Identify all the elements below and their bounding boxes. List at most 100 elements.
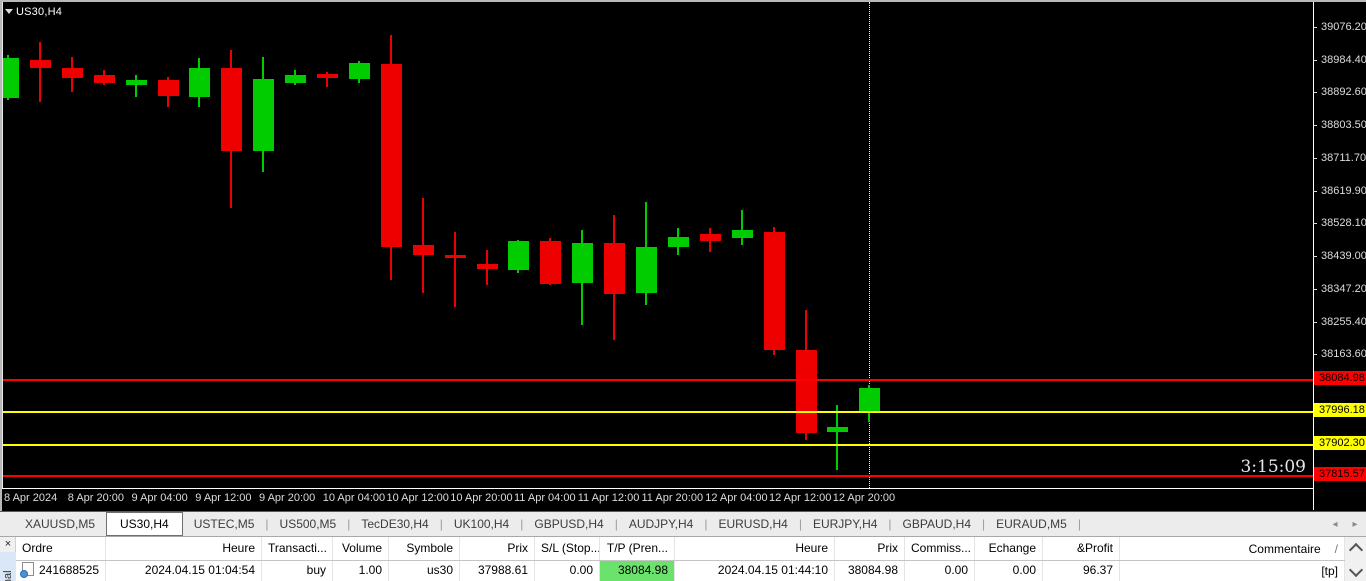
column-header-ordre[interactable]: Ordre <box>16 537 106 560</box>
column-header-commentaire-label: Commentaire <box>1248 541 1321 556</box>
terminal-side-strip: × Terminal <box>0 537 16 581</box>
time-tick-label: 10 Apr 12:00 <box>386 492 449 504</box>
order-cell-ordre: 241688525 <box>16 561 106 581</box>
time-tick-label: 12 Apr 04:00 <box>705 492 768 504</box>
tab-separator: | <box>520 517 524 531</box>
candle <box>859 388 881 413</box>
candle-wick <box>453 231 456 307</box>
tab-tecde30-h4[interactable]: TecDE30,H4 <box>361 517 429 531</box>
tab-us30-h4[interactable]: US30,H4 <box>106 512 183 536</box>
terminal-side-tab[interactable]: Terminal <box>0 552 16 581</box>
scroll-down-icon[interactable] <box>1348 562 1364 578</box>
order-row[interactable]: 241688525 2024.04.15 01:04:54 buy 1.00 u… <box>16 561 1345 581</box>
candle <box>667 236 689 247</box>
chart-plot-area[interactable] <box>2 2 1314 488</box>
candle <box>444 255 466 259</box>
tab-gbpusd-h4[interactable]: GBPUSD,H4 <box>534 517 604 531</box>
scroll-up-icon[interactable] <box>1348 542 1364 558</box>
price-tick-label: 39076.20 <box>1321 21 1366 33</box>
tab-uk100-h4[interactable]: UK100,H4 <box>453 517 510 531</box>
column-header-prix-close[interactable]: Prix <box>835 537 905 560</box>
price-tick-label: 38439.00 <box>1321 250 1366 263</box>
price-tick-label: 38347.20 <box>1321 282 1366 295</box>
price-tick-mark <box>1313 288 1317 290</box>
tab-euraud-m5[interactable]: EURAUD,M5 <box>996 517 1067 531</box>
candle <box>348 63 370 80</box>
chart-tab-bar: XAUUSD,M5 US30,H4 USTEC,M5 | US500,M5 | … <box>0 511 1366 537</box>
price-tick-mark <box>1313 92 1317 94</box>
column-header-volume[interactable]: Volume <box>333 537 389 560</box>
column-resize-icon[interactable]: / <box>1334 541 1338 556</box>
price-tick-mark <box>1313 190 1317 192</box>
tab-separator: | <box>265 517 269 531</box>
tab-separator: | <box>888 517 892 531</box>
tab-gbpaud-h4[interactable]: GBPAUD,H4 <box>902 517 972 531</box>
terminal-scrollbar[interactable] <box>1345 537 1366 581</box>
tab-ustec-m5[interactable]: USTEC,M5 <box>193 517 255 531</box>
chevron-down-icon[interactable] <box>5 9 13 14</box>
column-header-profit[interactable]: &Profit <box>1043 537 1120 560</box>
column-header-commission[interactable]: Commiss... <box>905 537 975 560</box>
tab-us500-m5[interactable]: US500,M5 <box>279 517 337 531</box>
time-tick-label: 12 Apr 12:00 <box>769 492 832 504</box>
terminal-panel: × Terminal Ordre Heure Transacti... Volu… <box>0 537 1366 581</box>
order-cell-commentaire: [tp] <box>1120 561 1345 581</box>
order-cell-volume: 1.00 <box>333 561 389 581</box>
price-tick-label: 38163.60 <box>1321 348 1366 361</box>
order-document-icon <box>20 562 34 578</box>
candle <box>763 232 785 350</box>
tab-xauusd-m5[interactable]: XAUUSD,M5 <box>25 517 96 531</box>
price-tick-mark <box>1313 354 1317 356</box>
column-header-transaction[interactable]: Transacti... <box>262 537 333 560</box>
candle <box>508 240 530 270</box>
column-header-heure-open[interactable]: Heure <box>106 537 262 560</box>
column-header-stop-loss[interactable]: S/L (Stop... <box>535 537 600 560</box>
price-level-label: 37902.30 <box>1314 436 1366 451</box>
order-cell-transaction: buy <box>262 561 333 581</box>
candle <box>636 246 657 294</box>
tab-eurusd-h4[interactable]: EURUSD,H4 <box>718 517 788 531</box>
price-axis[interactable]: 38084.98 37996.18 37902.30 37815.57 39076.20… <box>1313 0 1366 511</box>
candle <box>93 75 115 84</box>
column-header-symbole[interactable]: Symbole <box>389 537 460 560</box>
candle-wick <box>326 71 328 87</box>
price-tick-label: 38892.60 <box>1321 86 1366 99</box>
order-cell-commission: 0.00 <box>905 561 975 581</box>
window-left-border <box>0 0 2 511</box>
column-header-take-profit[interactable]: T/P (Pren... <box>600 537 675 560</box>
tab-audjpy-h4[interactable]: AUDJPY,H4 <box>628 517 694 531</box>
candle <box>221 68 243 151</box>
order-cell-prix-close: 38084.98 <box>835 561 905 581</box>
candle <box>29 59 51 68</box>
orders-table-header: Ordre Heure Transacti... Volume Symbole … <box>16 537 1345 561</box>
price-tick-label: 38255.40 <box>1321 315 1366 328</box>
chart-window: US30,H4 3:15:09 38084.98 37996.18 37902.30… <box>0 0 1366 511</box>
time-tick-label: 10 Apr 20:00 <box>450 492 513 504</box>
candle <box>125 80 147 85</box>
price-tick-mark <box>1313 125 1317 127</box>
price-level-label: 37815.57 <box>1314 467 1366 482</box>
column-header-heure-close[interactable]: Heure <box>675 537 835 560</box>
column-header-prix-open[interactable]: Prix <box>460 537 535 560</box>
order-cell-heure-close: 2024.04.15 01:44:10 <box>675 561 835 581</box>
tab-scroll-left-button[interactable]: ◂ <box>1332 519 1338 530</box>
price-tick-mark <box>1313 256 1317 258</box>
time-tick-label: 10 Apr 04:00 <box>322 492 386 504</box>
candle <box>604 243 626 294</box>
current-bar-separator-line <box>869 2 871 488</box>
tab-separator: | <box>798 517 802 531</box>
chart-symbol-label: US30,H4 <box>16 6 63 18</box>
column-header-echange[interactable]: Echange <box>975 537 1043 560</box>
price-tick-label: 38984.40 <box>1321 53 1366 66</box>
time-tick-label: 11 Apr 20:00 <box>641 492 704 504</box>
candle <box>731 230 753 238</box>
candle <box>476 263 498 270</box>
time-tick-label: 8 Apr 2024 <box>4 492 58 504</box>
order-cell-echange: 0.00 <box>975 561 1043 581</box>
close-terminal-button[interactable]: × <box>4 538 12 550</box>
tab-eurjpy-h4[interactable]: EURJPY,H4 <box>812 517 878 531</box>
time-tick-label: 12 Apr 20:00 <box>832 492 896 504</box>
column-header-commentaire[interactable]: Commentaire / <box>1120 537 1345 560</box>
time-axis[interactable]: 8 Apr 2024 8 Apr 20:00 9 Apr 04:00 9 Apr 12… <box>2 489 1313 510</box>
tab-scroll-right-button[interactable]: ▸ <box>1352 519 1358 530</box>
